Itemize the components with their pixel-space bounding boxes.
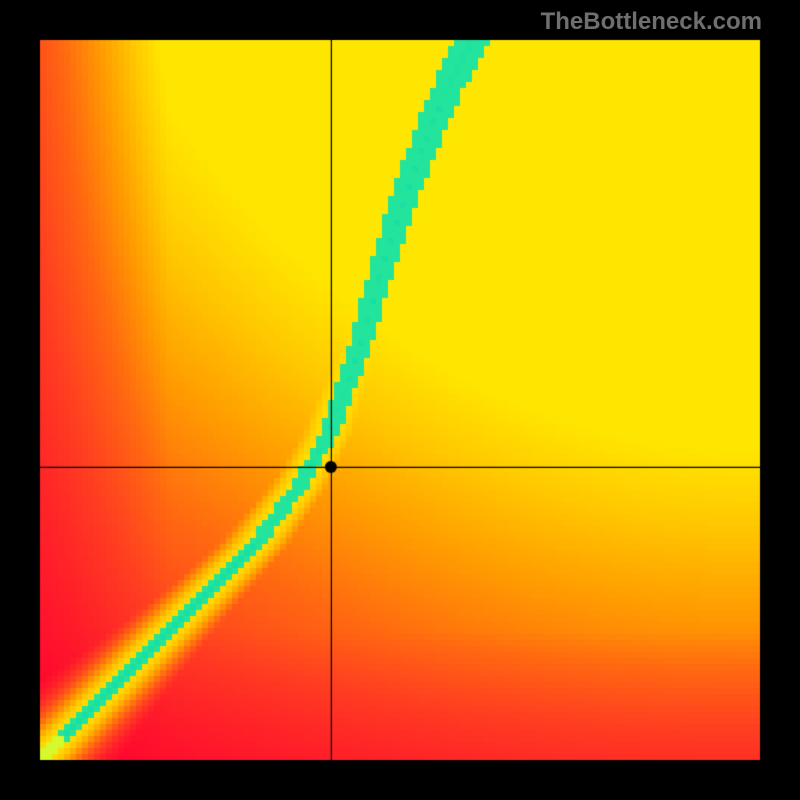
branding-label: TheBottleneck.com (541, 8, 762, 36)
bottleneck-heatmap (0, 0, 800, 800)
